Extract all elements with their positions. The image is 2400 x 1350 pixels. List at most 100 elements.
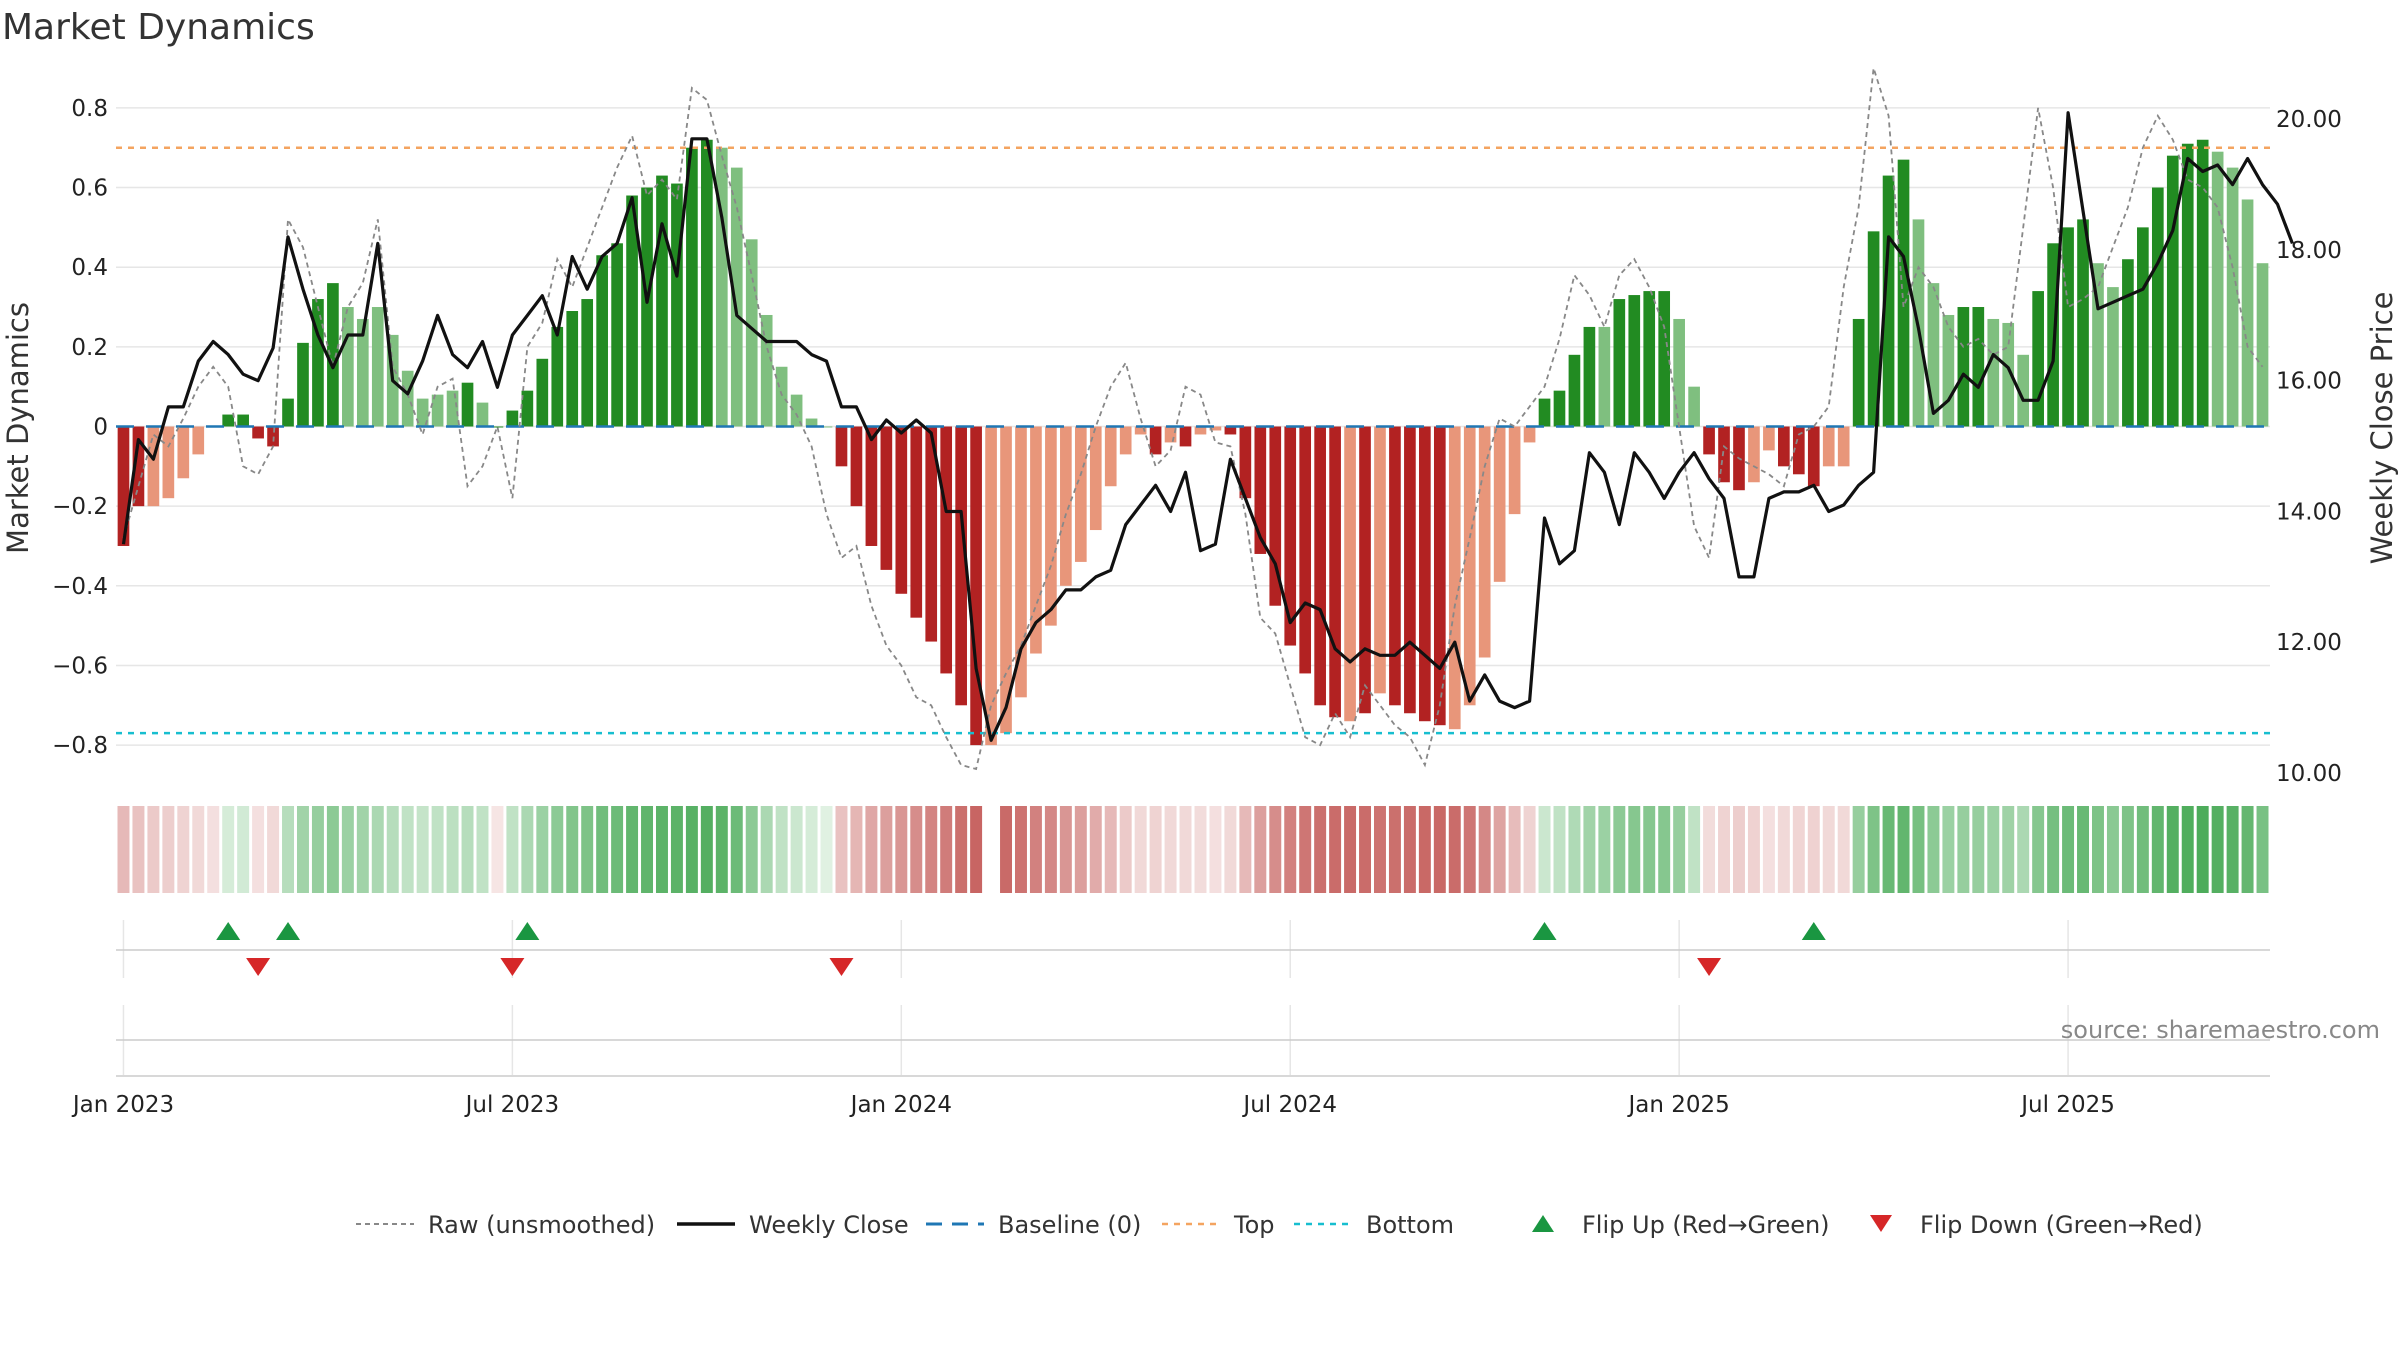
flip-up-marker bbox=[1532, 922, 1557, 940]
dynamics-bar bbox=[1927, 283, 1940, 427]
x-tick-label: Jan 2025 bbox=[1626, 1092, 1729, 1118]
heat-cell bbox=[326, 806, 339, 893]
heat-cell bbox=[641, 806, 654, 893]
dynamics-bar bbox=[1089, 426, 1102, 531]
dynamics-bar bbox=[2107, 287, 2119, 427]
dynamics-bar bbox=[431, 394, 444, 427]
heat-cell bbox=[192, 806, 205, 893]
dynamics-bar bbox=[491, 426, 504, 428]
heat-cell bbox=[1658, 806, 1671, 893]
dynamics-bar bbox=[970, 426, 982, 746]
dynamics-bar bbox=[147, 426, 160, 507]
heat-cell bbox=[2121, 806, 2134, 893]
dynamics-bar bbox=[715, 147, 728, 427]
heat-cell bbox=[1194, 806, 1207, 893]
heat-cell bbox=[1119, 806, 1132, 893]
heat-cell bbox=[1418, 806, 1431, 893]
dynamics-bar bbox=[1433, 426, 1446, 726]
dynamics-bar bbox=[656, 175, 668, 427]
x-tick-label: Jul 2025 bbox=[2019, 1092, 2115, 1118]
y-axis-label: Market Dynamics bbox=[1, 302, 35, 554]
heat-cell bbox=[1718, 806, 1731, 893]
heat-cell bbox=[1553, 806, 1566, 893]
dynamics-bar bbox=[267, 426, 279, 447]
dynamics-bar bbox=[192, 426, 205, 455]
heat-cell bbox=[1837, 806, 1850, 893]
legend-label: Top bbox=[1233, 1211, 1275, 1239]
heat-cell bbox=[2032, 806, 2045, 893]
dynamics-bar bbox=[312, 299, 324, 427]
flip-down-marker bbox=[829, 958, 854, 976]
dynamics-bar bbox=[1015, 426, 1027, 698]
heat-cell bbox=[1403, 806, 1416, 893]
y-tick-label: 0.4 bbox=[71, 255, 108, 281]
dynamics-bar bbox=[551, 326, 564, 427]
legend-label: Flip Up (Red→Green) bbox=[1582, 1211, 1830, 1239]
heat-cell bbox=[1373, 806, 1386, 893]
heat-cell bbox=[1269, 806, 1282, 893]
heat-cell bbox=[132, 806, 145, 893]
dynamics-bar bbox=[1359, 426, 1371, 714]
dynamics-bar bbox=[1284, 426, 1297, 646]
heat-cell bbox=[1688, 806, 1701, 893]
heat-cell bbox=[1284, 806, 1297, 893]
heat-cell bbox=[1254, 806, 1267, 893]
heat-cell bbox=[1508, 806, 1521, 893]
heat-cell bbox=[446, 806, 459, 893]
dynamics-bar bbox=[2122, 259, 2134, 427]
dynamics-bar bbox=[790, 394, 803, 427]
dynamics-bar bbox=[371, 307, 384, 427]
heat-cell bbox=[1448, 806, 1461, 893]
heat-cell bbox=[401, 806, 414, 893]
heat-cell bbox=[1299, 806, 1312, 893]
source-note: source: sharemaestro.com bbox=[2061, 1016, 2380, 1044]
dynamics-bar bbox=[805, 418, 818, 427]
heat-cell bbox=[1179, 806, 1192, 893]
dynamics-bar bbox=[2077, 219, 2089, 427]
heat-cell bbox=[461, 806, 474, 893]
heat-cell bbox=[925, 806, 938, 893]
dynamics-bar bbox=[536, 358, 549, 427]
dynamics-bar bbox=[1942, 314, 1955, 427]
dynamics-bar bbox=[1060, 426, 1072, 586]
heat-cell bbox=[237, 806, 250, 893]
dynamics-bar bbox=[1224, 426, 1237, 435]
legend-label: Bottom bbox=[1366, 1211, 1454, 1239]
dynamics-bar bbox=[177, 426, 190, 479]
dynamics-bar bbox=[1463, 426, 1476, 706]
dynamics-bar bbox=[1209, 426, 1222, 431]
heat-cell bbox=[162, 806, 175, 893]
dynamics-bar bbox=[117, 426, 130, 546]
legend-label: Baseline (0) bbox=[998, 1211, 1141, 1239]
dynamics-bar bbox=[2002, 322, 2015, 427]
legend-item-up: Flip Up (Red→Green) bbox=[1532, 1211, 1830, 1239]
heat-cell bbox=[1867, 806, 1880, 893]
y2-tick-label: 10.00 bbox=[2276, 761, 2342, 787]
dynamics-bar bbox=[416, 398, 429, 427]
flip-down-marker bbox=[500, 958, 525, 976]
heat-cell bbox=[1852, 806, 1865, 893]
dynamics-bar bbox=[910, 426, 923, 618]
dynamics-bar bbox=[237, 414, 249, 427]
dynamics-bar bbox=[2137, 227, 2149, 427]
dynamics-bar bbox=[1748, 426, 1760, 483]
heat-cell bbox=[252, 806, 265, 893]
dynamics-bar bbox=[1703, 426, 1715, 455]
chart-title: Market Dynamics bbox=[2, 7, 315, 48]
heat-cell bbox=[476, 806, 489, 893]
legend-item-top: Top bbox=[1162, 1211, 1275, 1239]
dynamics-bar bbox=[566, 311, 579, 427]
dynamics-bar bbox=[1837, 426, 1850, 467]
dynamics-bar bbox=[1329, 426, 1341, 718]
x-tick-label: Jan 2024 bbox=[849, 1092, 952, 1118]
dynamics-bar bbox=[1299, 426, 1312, 674]
dynamics-bar bbox=[835, 426, 848, 467]
dynamics-bar bbox=[1508, 426, 1521, 515]
flip-up-marker bbox=[515, 922, 540, 940]
dynamics-bar bbox=[342, 307, 354, 427]
heat-cell bbox=[1628, 806, 1641, 893]
y-tick-label: −0.2 bbox=[52, 494, 108, 520]
heat-cell bbox=[2077, 806, 2090, 893]
y-tick-label: −0.8 bbox=[52, 733, 108, 759]
dynamics-bar bbox=[1404, 426, 1416, 714]
